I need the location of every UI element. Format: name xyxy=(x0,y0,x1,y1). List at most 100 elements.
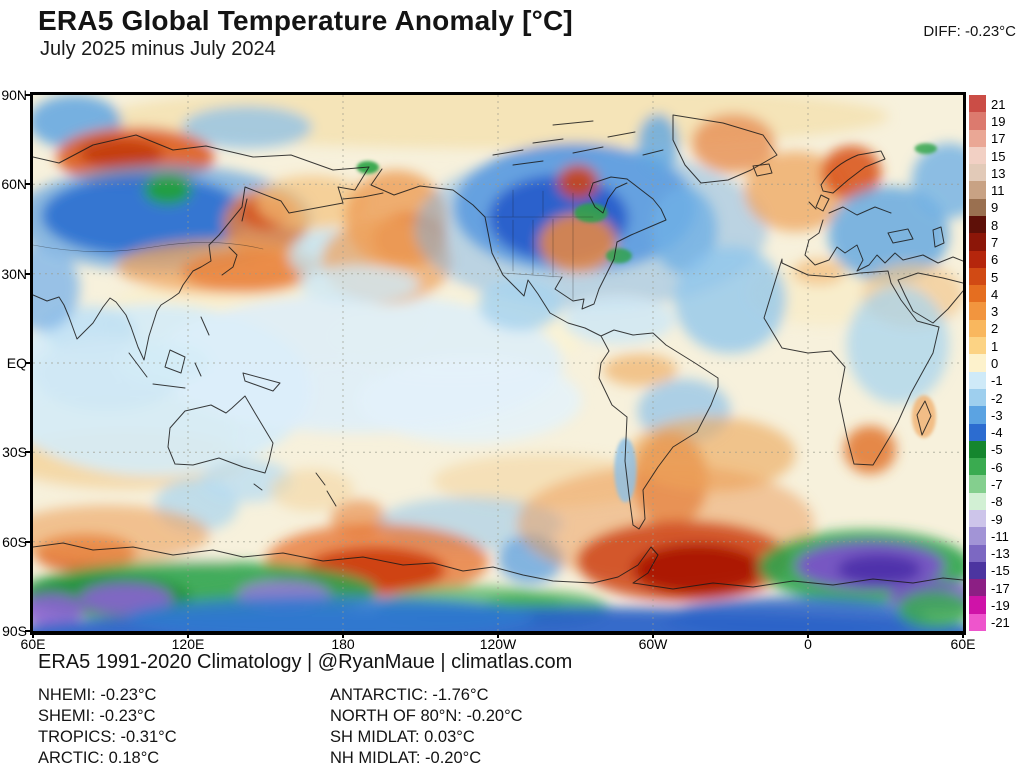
colorbar-segment xyxy=(969,596,986,615)
lon-tick-label: 120E xyxy=(171,636,205,652)
colorbar xyxy=(969,95,986,632)
anomaly-blob xyxy=(605,248,632,264)
colorbar-segment xyxy=(969,267,986,286)
colorbar-label: 9 xyxy=(991,200,999,216)
coastline-south-america xyxy=(598,329,719,530)
colorbar-label: 21 xyxy=(991,96,1006,112)
coastline-british-isles xyxy=(808,194,830,212)
anomaly-blob xyxy=(79,139,164,169)
coastline-africa xyxy=(763,258,940,466)
colorbar-label: -5 xyxy=(991,442,1003,458)
colorbar-label: -7 xyxy=(991,477,1003,493)
colorbar-label: 4 xyxy=(991,286,999,302)
stat-line: SH MIDLAT: 0.03°C xyxy=(330,728,475,746)
colorbar-label: -21 xyxy=(991,615,1010,631)
colorbar-label: -2 xyxy=(991,390,1003,406)
anomaly-blob xyxy=(821,145,882,200)
colorbar-label: 0 xyxy=(991,356,999,371)
anomaly-field-specks xyxy=(356,143,937,503)
lon-tick-mark xyxy=(962,632,964,638)
colorbar-segment xyxy=(969,388,986,407)
lat-tick-mark xyxy=(25,183,31,186)
stat-line: ARCTIC: 0.18°C xyxy=(38,749,160,767)
anomaly-blob xyxy=(837,554,922,585)
colorbar-segment xyxy=(969,613,986,632)
lat-tick-label: 60N xyxy=(1,176,27,193)
lat-tick-mark xyxy=(25,630,31,632)
anomaly-blob xyxy=(574,203,608,223)
colorbar-segment xyxy=(969,337,986,355)
coastline-scandinavia xyxy=(820,150,886,194)
coastline-antarctica xyxy=(33,542,963,590)
anomaly-blob xyxy=(358,357,582,444)
coastline-greenland xyxy=(672,114,778,184)
colorbar-label: 19 xyxy=(991,113,1006,129)
colorbar-label: 1 xyxy=(991,338,999,354)
colorbar-label: -9 xyxy=(991,511,1003,527)
lat-tick-label: 60S xyxy=(2,533,27,550)
colorbar-label: -4 xyxy=(991,425,1003,441)
anomaly-blob xyxy=(651,187,717,273)
lat-tick-mark xyxy=(25,451,31,454)
colorbar-label: -11 xyxy=(991,528,1009,544)
anomaly-blob xyxy=(256,175,368,229)
coastline-australia xyxy=(167,395,274,491)
colorbar-label: -17 xyxy=(991,580,1010,596)
anomaly-map xyxy=(33,95,963,631)
anomaly-blob xyxy=(181,105,312,149)
colorbar-label: -15 xyxy=(991,563,1010,579)
colorbar-label: 17 xyxy=(991,131,1006,147)
colorbar-segment xyxy=(969,475,986,494)
colorbar-segment xyxy=(969,285,986,303)
lon-tick-mark xyxy=(652,632,654,638)
anomaly-blob xyxy=(298,265,419,304)
colorbar-label: 3 xyxy=(991,304,999,320)
colorbar-segment xyxy=(969,492,986,511)
lon-tick-label: 120W xyxy=(479,636,517,652)
coastline-hudson-bay xyxy=(588,176,628,214)
colorbar-label: 13 xyxy=(991,165,1006,181)
colorbar-segment xyxy=(969,302,986,321)
coastlines xyxy=(33,114,963,590)
global-diff-value: DIFF: -0.23°C xyxy=(923,23,1016,40)
anomaly-blob xyxy=(42,175,247,256)
anomaly-blob xyxy=(270,468,354,512)
colorbar-label: -3 xyxy=(991,407,1003,423)
coastline-arabia xyxy=(897,272,963,324)
anomaly-blob xyxy=(844,425,896,474)
anomaly-blob xyxy=(911,395,937,438)
coastline-europe xyxy=(804,206,963,272)
colorbar-segment xyxy=(969,354,986,373)
coastline-new-zealand xyxy=(315,472,337,507)
stat-line: NHEMI: -0.23°C xyxy=(38,686,157,704)
colorbar-segment xyxy=(969,440,986,459)
colorbar-label: -6 xyxy=(991,459,1003,475)
lon-tick-label: 60W xyxy=(638,636,668,652)
anomaly-blob xyxy=(478,277,563,331)
colorbar-segment xyxy=(969,198,986,217)
lat-tick-label: 30S xyxy=(2,444,27,461)
colorbar-segment xyxy=(969,319,986,338)
lon-tick-label: 60E xyxy=(950,636,976,652)
coastline-madagascar xyxy=(916,400,932,436)
stat-line: ANTARCTIC: -1.76°C xyxy=(330,686,489,704)
attribution-line: ERA5 1991-2020 Climatology | @RyanMaue |… xyxy=(38,651,573,673)
colorbar-segment xyxy=(969,181,986,200)
political-borders xyxy=(33,189,594,301)
lon-tick-mark xyxy=(342,632,344,638)
anomaly-blob xyxy=(603,353,678,387)
lon-tick-label: 180 xyxy=(331,636,355,652)
colorbar-segment xyxy=(969,527,986,546)
lon-tick-label: 0 xyxy=(804,636,812,652)
colorbar-segment xyxy=(969,129,986,148)
coastline-inland-seas xyxy=(887,226,945,248)
colorbar-label: 6 xyxy=(991,252,999,268)
colorbar-segment xyxy=(969,371,986,390)
colorbar-segment xyxy=(969,112,986,131)
coastline-asia-arctic xyxy=(33,134,370,171)
lat-tick-mark xyxy=(25,94,31,96)
coastline-iceland xyxy=(752,163,773,177)
anomaly-blob xyxy=(674,246,787,354)
colorbar-segment xyxy=(969,509,986,528)
